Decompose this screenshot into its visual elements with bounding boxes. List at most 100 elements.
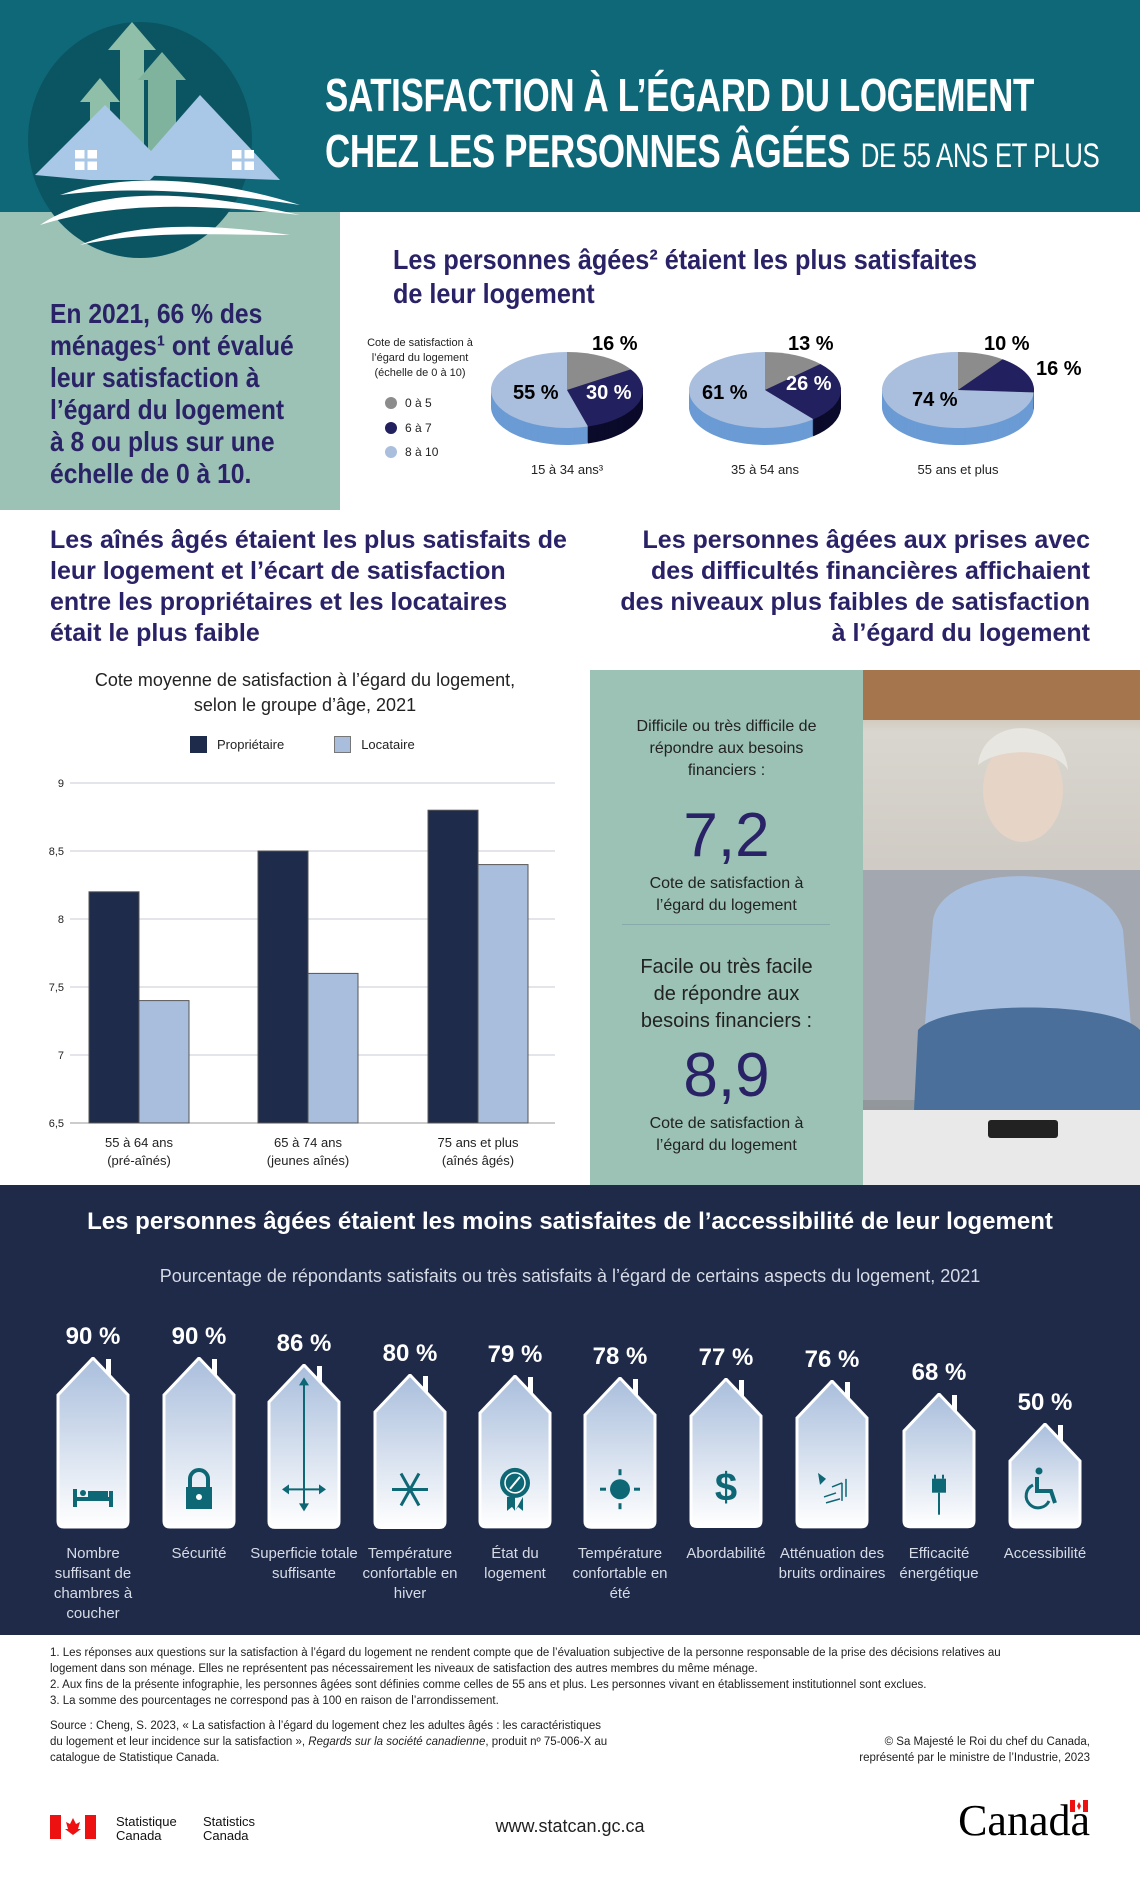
pie-slice-0 <box>765 352 821 390</box>
heading-line: leur logement et l’écart de satisfaction <box>50 557 506 585</box>
page-title: SATISFACTION À L’ÉGARD DU LOGEMENT <box>325 69 1034 121</box>
source-line: du logement et leur incidence sur la sat… <box>50 1734 607 1750</box>
gray-swatch <box>385 397 397 409</box>
pie-category: 55 ans et plus <box>917 462 999 477</box>
footnote: 2. Aux fins de la présente infographie, … <box>50 1679 927 1691</box>
legend-renter: Locataire <box>334 736 415 753</box>
access-heading: Les personnes âgées étaient les moins sa… <box>87 1208 1053 1235</box>
house-percent: 90 % <box>65 1323 121 1350</box>
badge-hammer-icon <box>500 1467 530 1511</box>
pie-label: 30 % <box>586 382 632 404</box>
rating-label: Cote de satisfaction à l’égard du logeme… <box>590 1113 863 1157</box>
intro-line: échelle de 0 à 10. <box>50 458 252 489</box>
pie-slice-2 <box>689 352 814 429</box>
intro-line: En 2021, 66 % des <box>50 298 263 329</box>
legend-owner: Propriétaire <box>190 736 284 753</box>
house-bar: $ <box>689 1378 763 1529</box>
copyright-line: © Sa Majesté le Roi du chef du Canada, <box>884 1736 1090 1748</box>
y-tick-label: 7 <box>58 1050 64 1062</box>
legend-item-8-10: 8 à 10 <box>385 445 438 459</box>
x-tick-label: (jeunes aînés) <box>267 1153 349 1168</box>
heading-line: entre les propriétaires et les locataire… <box>50 588 508 616</box>
house-percent: 86 % <box>276 1329 332 1357</box>
pie-slice-0 <box>567 352 631 390</box>
house-percent: 80 % <box>382 1339 438 1367</box>
intro-panel <box>0 212 340 510</box>
house-bar <box>583 1376 657 1529</box>
dollar-icon: $ <box>715 1466 737 1510</box>
title-line: selon le groupe d’âge, 2021 <box>193 695 417 715</box>
pie-label: 16 % <box>592 333 638 355</box>
pies-heading: Les personnes âgées² étaient les plus sa… <box>393 243 977 311</box>
pie-slice-2 <box>490 352 588 428</box>
heading-line: Les personnes âgées aux prises avec <box>642 526 1090 554</box>
source-text: , produit nº 75-006-X au <box>485 1736 608 1748</box>
heading-line: Les aînés âgés étaient les plus satisfai… <box>50 526 567 554</box>
house-percent: 68 % <box>911 1359 967 1387</box>
text-line: Difficile ou très difficile de <box>636 718 817 735</box>
text-line: Facile ou très facile <box>640 956 813 978</box>
pie-slice-2 <box>882 352 1034 429</box>
intro-statement: En 2021, 66 % des ménages¹ ont évalué le… <box>50 298 349 490</box>
easy-label: Facile ou très facile de répondre aux be… <box>590 954 863 1035</box>
bar-legend: Propriétaire Locataire <box>190 736 415 753</box>
pie-label: 61 % <box>702 382 748 404</box>
arrows-icon <box>282 1376 326 1511</box>
pie-slice-1 <box>958 359 1034 393</box>
y-tick-label: 7,5 <box>49 982 64 994</box>
lock-icon <box>186 1468 212 1509</box>
house-label: Abordabilité <box>686 1545 766 1562</box>
house-bar <box>1008 1423 1082 1529</box>
heading-line: Les personnes âgées² étaient les plus sa… <box>393 244 978 275</box>
pie-slice-1 <box>765 363 842 420</box>
source-line: catalogue de Statistique Canada. <box>50 1752 220 1764</box>
house-percent: 78 % <box>592 1342 648 1370</box>
title-line: Cote moyenne de satisfaction à l’égard d… <box>94 670 516 690</box>
website-link[interactable]: www.statcan.gc.ca <box>495 1816 645 1836</box>
bar-renter <box>307 972 359 1124</box>
pie-label: 10 % <box>984 333 1030 355</box>
source: Source : Cheng, S. 2023, « La satisfacti… <box>50 1718 607 1766</box>
sun-icon <box>600 1468 640 1509</box>
house-bar <box>162 1357 236 1529</box>
bar-chart: 6,5 7 7,5 8 8,5 9 55 à 64 ans (pré-aînés) 65 à 7… <box>49 778 555 1168</box>
house-percent: 50 % <box>1017 1389 1073 1416</box>
house-bar <box>902 1393 976 1529</box>
pie-label: 13 % <box>788 333 834 355</box>
bars-heading: Les aînés âgés étaient les plus satisfai… <box>50 525 567 649</box>
text-line: Canada <box>116 1828 162 1843</box>
pie-category: 15 à 34 ans³ <box>530 462 604 477</box>
x-tick-label: (pré-aînés) <box>107 1153 171 1168</box>
heading-line: était le plus faible <box>50 619 260 647</box>
bar-owner <box>257 850 309 1124</box>
canada-wordmark: Canada <box>958 1796 1090 1845</box>
house-label: Température confortable en été <box>572 1545 668 1602</box>
house-label: Accessibilité <box>1003 1545 1087 1562</box>
house-label: Température confortable en hiver <box>362 1545 458 1602</box>
wheelchair-icon <box>1024 1467 1057 1510</box>
footnote: logement dans son ménage. Elles ne repré… <box>50 1663 758 1675</box>
text-line: répondre aux besoins <box>649 740 804 757</box>
legend-label: Locataire <box>361 737 415 752</box>
bar-renter <box>138 1000 190 1124</box>
text-line: Canada <box>203 1828 249 1843</box>
legend-label: 6 à 7 <box>405 421 432 435</box>
text-line: Cote de satisfaction à <box>649 1115 804 1132</box>
house-bar <box>795 1380 869 1529</box>
legend-label: 0 à 5 <box>405 396 432 410</box>
house-percent: 79 % <box>487 1341 543 1369</box>
pie-slice-1 <box>567 369 644 427</box>
footnote: 1. Les réponses aux questions sur la sat… <box>50 1647 1001 1659</box>
text-line: de répondre aux <box>653 983 800 1005</box>
x-tick-label: 75 ans et plus <box>438 1135 519 1150</box>
difficult-value: 7,2 <box>683 801 770 870</box>
house-bar <box>56 1357 130 1529</box>
lightblue-swatch <box>385 446 397 458</box>
text-line: Statistics <box>203 1814 256 1829</box>
intro-line: l’égard du logement <box>50 394 285 425</box>
bed-icon <box>73 1489 113 1507</box>
pie-label: 74 % <box>912 389 958 411</box>
easy-value: 8,9 <box>683 1041 770 1110</box>
bar-renter <box>477 864 529 1124</box>
noise-icon <box>818 1472 847 1504</box>
